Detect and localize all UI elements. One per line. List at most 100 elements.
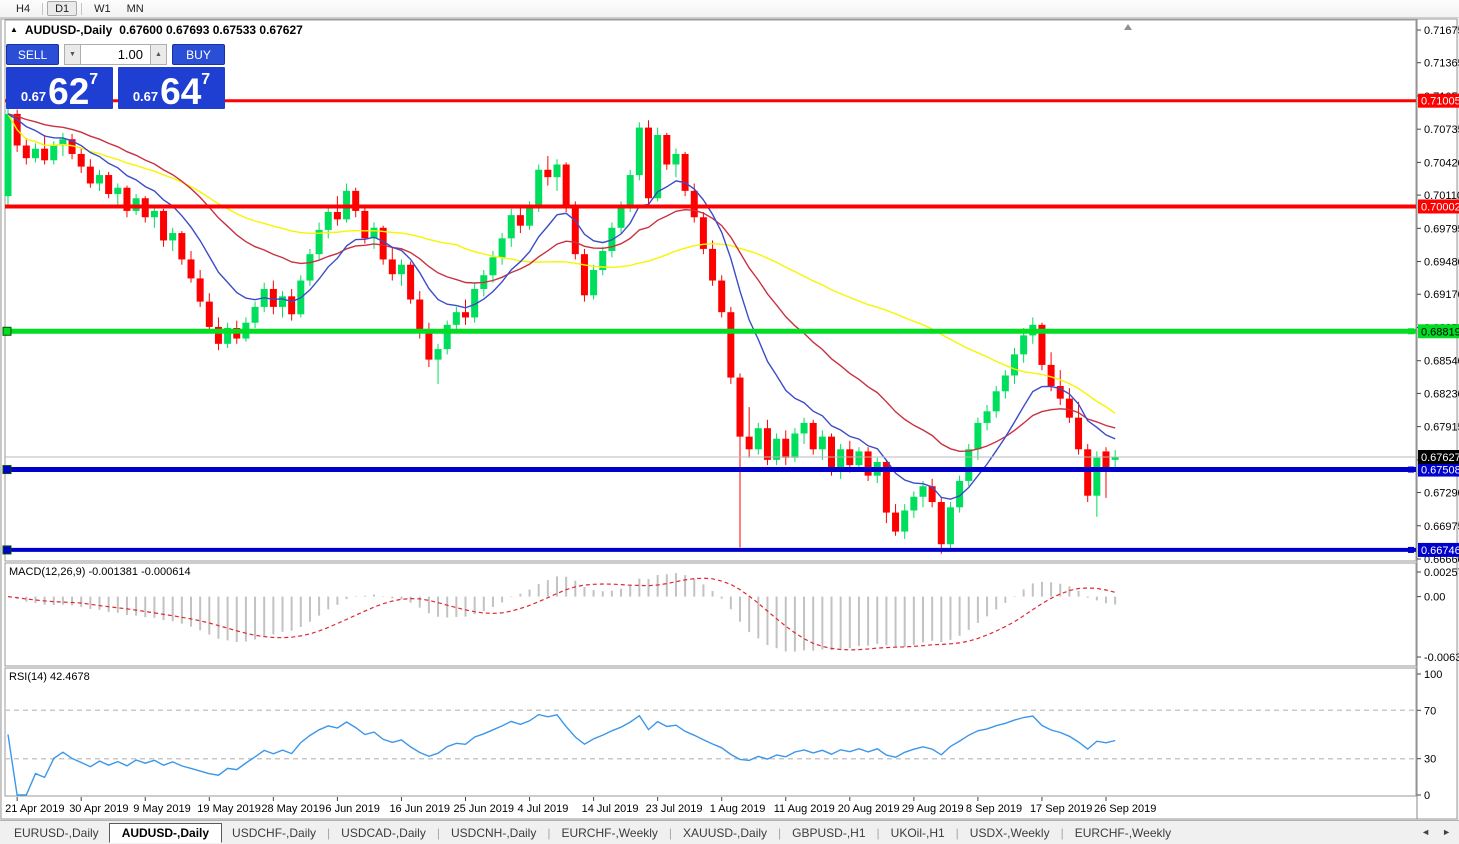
sell-price-big: 62 bbox=[48, 70, 90, 112]
tab-scroll-controls: ◄ ► bbox=[1421, 827, 1451, 837]
svg-text:0.67915: 0.67915 bbox=[1424, 422, 1459, 434]
svg-text:0.00: 0.00 bbox=[1424, 592, 1445, 604]
fast-ma-line bbox=[7, 113, 1116, 500]
moving-averages bbox=[7, 113, 1116, 500]
volume-increase-button[interactable]: ▲ bbox=[150, 44, 167, 65]
volume-decrease-button[interactable]: ▼ bbox=[64, 44, 81, 65]
svg-text:0.67508: 0.67508 bbox=[1421, 465, 1459, 477]
tab-separator: | bbox=[668, 825, 673, 840]
rsi-indicator: RSI(14) 42.4678 100 70 30 0 bbox=[5, 669, 1442, 802]
svg-text:17 Sep 2019: 17 Sep 2019 bbox=[1030, 803, 1092, 815]
toolbar-separator bbox=[42, 2, 44, 15]
tab-separator: | bbox=[778, 825, 782, 840]
svg-text:100: 100 bbox=[1424, 669, 1442, 681]
svg-text:29 Aug 2019: 29 Aug 2019 bbox=[902, 803, 964, 815]
date-axis: 21 Apr 2019 30 Apr 2019 9 May 2019 19 May 2… bbox=[5, 797, 1156, 815]
svg-text:23 Jul 2019: 23 Jul 2019 bbox=[646, 803, 703, 815]
medium-ma-line bbox=[7, 113, 1116, 453]
chart-shift-marker-icon[interactable] bbox=[1124, 24, 1132, 30]
tab-scroll-right-icon[interactable]: ► bbox=[1442, 827, 1451, 837]
buy-price-big: 64 bbox=[160, 70, 202, 112]
chart-tab-gbpusdh1[interactable]: GBPUSD-,H1 bbox=[792, 825, 866, 840]
pane-frames bbox=[0, 18, 1458, 820]
rsi-label: RSI(14) 42.4678 bbox=[9, 671, 90, 683]
tab-separator: | bbox=[436, 825, 440, 840]
svg-text:0.71675: 0.71675 bbox=[1424, 25, 1459, 37]
chart-tab-eurusddaily[interactable]: EURUSD-,Daily bbox=[14, 825, 99, 840]
chart-ohlc-values: 0.67600 0.67693 0.67533 0.67627 bbox=[119, 23, 303, 37]
macd-label: MACD(12,26,9) -0.001381 -0.000614 bbox=[9, 566, 191, 578]
chart-tab-audusddaily[interactable]: AUDUSD-,Daily bbox=[108, 822, 223, 843]
svg-text:20 Aug 2019: 20 Aug 2019 bbox=[838, 803, 900, 815]
sell-price-display[interactable]: 0.67 62 7 bbox=[6, 67, 113, 112]
rsi-line bbox=[7, 713, 1116, 796]
svg-text:14 Jul 2019: 14 Jul 2019 bbox=[582, 803, 639, 815]
horizontal-level-lines[interactable] bbox=[2, 99, 1416, 555]
timeframe-button-h4[interactable]: H4 bbox=[8, 1, 38, 16]
svg-text:0.66975: 0.66975 bbox=[1424, 521, 1459, 533]
svg-text:70: 70 bbox=[1424, 705, 1436, 717]
chart-tab-ukoilh1[interactable]: UKOil-,H1 bbox=[890, 825, 945, 840]
svg-text:30 Apr 2019: 30 Apr 2019 bbox=[69, 803, 128, 815]
chart-tab-usdcaddaily[interactable]: USDCAD-,Daily bbox=[341, 825, 426, 840]
svg-text:0.70735: 0.70735 bbox=[1424, 124, 1459, 136]
chart-tab-eurchfweekly[interactable]: EURCHF-,Weekly bbox=[561, 825, 658, 840]
buy-price-display[interactable]: 0.67 64 7 bbox=[118, 67, 225, 112]
svg-text:1 Aug 2019: 1 Aug 2019 bbox=[710, 803, 766, 815]
sell-price-prefix: 0.67 bbox=[20, 89, 47, 104]
svg-text:19 May 2019: 19 May 2019 bbox=[197, 803, 261, 815]
svg-text:0.68819: 0.68819 bbox=[1421, 326, 1459, 338]
tab-separator: | bbox=[327, 825, 331, 840]
timeframe-button-d1[interactable]: D1 bbox=[47, 1, 78, 16]
svg-text:28 May 2019: 28 May 2019 bbox=[261, 803, 325, 815]
sell-button[interactable]: SELL bbox=[6, 44, 59, 65]
macd-signal-line bbox=[7, 577, 1116, 651]
chart-tab-usdxweekly[interactable]: USDX-,Weekly bbox=[969, 825, 1050, 840]
buy-price-prefix: 0.67 bbox=[132, 89, 159, 104]
svg-text:0.71365: 0.71365 bbox=[1424, 58, 1459, 70]
tab-separator: | bbox=[876, 825, 880, 840]
timeframe-button-w1[interactable]: W1 bbox=[86, 1, 119, 16]
tab-scroll-left-icon[interactable]: ◄ bbox=[1421, 827, 1431, 837]
volume-input[interactable]: 1.00 bbox=[81, 44, 150, 65]
timeframe-toolbar: H4 D1 W1 MN bbox=[0, 0, 1459, 18]
svg-text:0.69795: 0.69795 bbox=[1424, 223, 1459, 235]
buy-price-sup: 7 bbox=[201, 71, 211, 88]
chart-tab-usdcnhdaily[interactable]: USDCNH-,Daily bbox=[450, 825, 537, 840]
price-tags: 0.71005 0.70002 0.68819 0.67508 0.66746 0.676… bbox=[1408, 93, 1459, 557]
svg-text:16 Jun 2019: 16 Jun 2019 bbox=[389, 803, 450, 815]
tab-separator: | bbox=[1060, 825, 1064, 840]
slow-ma-line bbox=[7, 113, 1116, 414]
trade-prices-row: 0.67 62 7 0.67 64 7 bbox=[6, 67, 225, 112]
buy-button[interactable]: BUY bbox=[172, 44, 225, 65]
chart-tab-eurchfweekly[interactable]: EURCHF-,Weekly bbox=[1074, 825, 1172, 840]
chart-tab-xauusddaily[interactable]: XAUUSD-,Daily bbox=[683, 825, 768, 840]
toolbar-separator bbox=[81, 2, 83, 15]
svg-text:11 Aug 2019: 11 Aug 2019 bbox=[774, 803, 835, 815]
chart-symbol-title: AUDUSD-,Daily bbox=[24, 23, 113, 37]
one-click-trading-panel: SELL ▼ 1.00 ▲ BUY 0.67 62 7 0.67 64 7 bbox=[6, 44, 225, 112]
svg-text:9 May 2019: 9 May 2019 bbox=[133, 803, 190, 815]
trade-controls-row: SELL ▼ 1.00 ▲ BUY bbox=[6, 44, 225, 65]
svg-text:0.67627: 0.67627 bbox=[1421, 452, 1459, 464]
chart-tab-usdchfdaily[interactable]: USDCHF-,Daily bbox=[232, 825, 317, 840]
timeframe-button-mn[interactable]: MN bbox=[119, 1, 152, 16]
svg-text:0: 0 bbox=[1424, 790, 1430, 802]
svg-text:0.002574: 0.002574 bbox=[1424, 567, 1459, 579]
svg-text:21 Apr 2019: 21 Apr 2019 bbox=[5, 803, 64, 815]
tab-separator: | bbox=[955, 825, 959, 840]
svg-text:8 Sep 2019: 8 Sep 2019 bbox=[966, 803, 1022, 815]
svg-text:6 Jun 2019: 6 Jun 2019 bbox=[325, 803, 379, 815]
svg-text:30: 30 bbox=[1424, 754, 1436, 766]
svg-text:0.71005: 0.71005 bbox=[1421, 96, 1459, 108]
collapse-icon[interactable]: ▲ bbox=[10, 25, 18, 34]
chart-tab-bar: EURUSD-,Daily AUDUSD-,Daily USDCHF-,Daily |… bbox=[0, 820, 1459, 844]
